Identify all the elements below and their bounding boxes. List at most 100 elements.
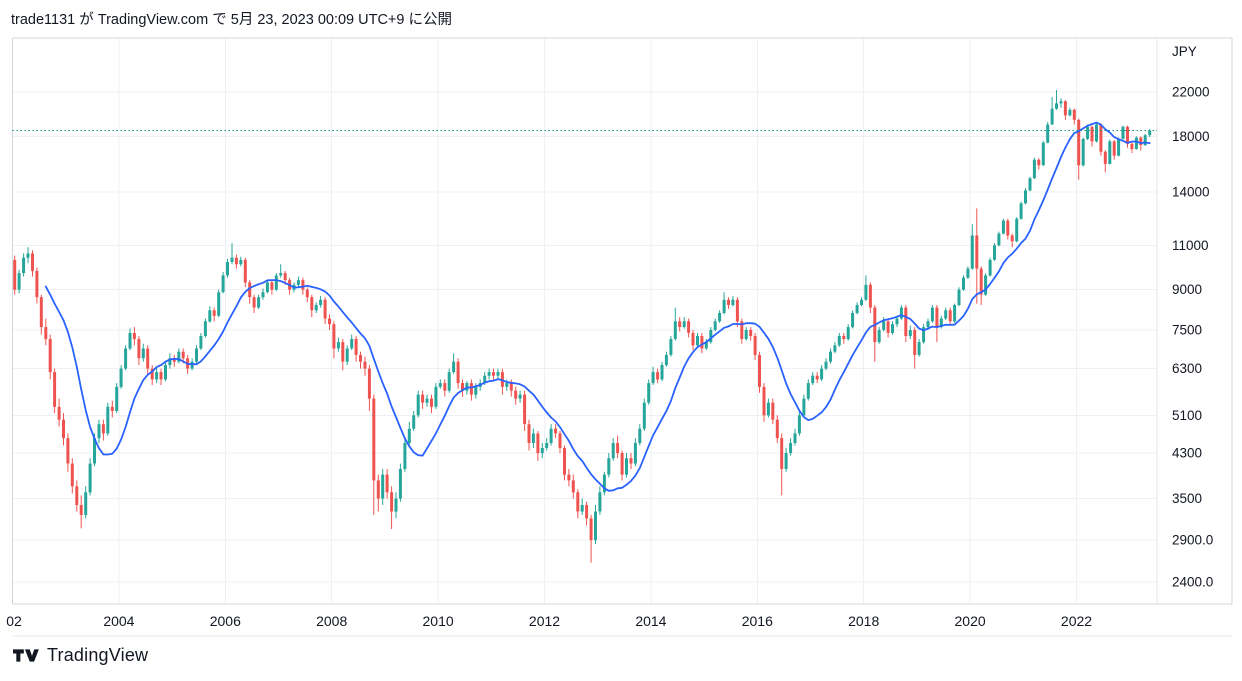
candle <box>979 266 983 305</box>
candle <box>350 334 354 351</box>
candle <box>855 302 859 315</box>
candle <box>864 275 868 301</box>
candle <box>886 318 890 338</box>
candle <box>1037 158 1041 170</box>
candle <box>908 325 912 339</box>
candle <box>381 469 385 505</box>
candle <box>128 328 132 351</box>
x-axis[interactable]: 02 2004 2006 2008 2010 2012 2014 2016 2018 2020 20… <box>6 613 1092 629</box>
candle <box>775 415 779 443</box>
candle <box>611 438 615 461</box>
candle <box>13 255 17 295</box>
candle <box>824 358 828 371</box>
tradingview-logo-icon[interactable] <box>13 648 39 663</box>
candle <box>434 383 438 409</box>
candle <box>802 394 806 418</box>
grid <box>12 38 1157 604</box>
candle <box>1143 134 1147 146</box>
candle <box>341 339 345 371</box>
candle <box>873 305 877 362</box>
candle <box>1134 136 1138 150</box>
candle <box>740 318 744 344</box>
candle <box>531 428 535 448</box>
candle <box>44 318 48 346</box>
candle <box>851 310 855 329</box>
candle <box>602 471 606 496</box>
x-axis-tick-label: 2004 <box>103 613 134 629</box>
candle <box>647 379 651 405</box>
candle <box>230 243 234 265</box>
candle <box>598 486 602 515</box>
candle <box>651 366 655 385</box>
candle <box>345 345 349 366</box>
candle <box>115 383 119 414</box>
candle <box>1010 233 1014 248</box>
candle <box>1130 142 1134 153</box>
candle <box>124 345 128 371</box>
candle <box>762 383 766 422</box>
candle <box>1028 176 1032 192</box>
candle <box>208 306 212 323</box>
candle <box>744 327 748 341</box>
candle <box>877 327 881 344</box>
candle <box>660 361 664 382</box>
candle <box>793 428 797 446</box>
candle <box>829 348 832 364</box>
candle <box>159 368 163 385</box>
candle <box>226 258 229 278</box>
candle <box>1121 125 1125 140</box>
candle <box>119 365 123 389</box>
y-axis-tick-label: 7500 <box>1172 323 1202 338</box>
candle <box>106 402 110 436</box>
candle <box>797 411 801 436</box>
candle <box>1041 140 1045 166</box>
candle <box>1112 140 1116 160</box>
candle <box>691 330 695 351</box>
candle <box>616 435 620 459</box>
candle <box>678 317 682 332</box>
candle <box>891 321 894 335</box>
candle <box>1024 188 1027 205</box>
candle <box>806 379 810 401</box>
y-axis-tick-label: 22000 <box>1172 85 1210 100</box>
candle <box>354 336 358 362</box>
candle <box>1099 123 1103 156</box>
candle <box>1068 107 1072 117</box>
candle <box>452 353 456 374</box>
publish-title: trade1131 が TradingView.com で 5月 23, 202… <box>11 11 452 28</box>
candle <box>784 448 788 472</box>
candle <box>673 307 677 341</box>
candle <box>718 310 722 323</box>
x-axis-tick-label: 2010 <box>423 613 454 629</box>
candle <box>172 355 176 367</box>
candle <box>438 379 442 389</box>
candle <box>412 411 416 431</box>
candle <box>461 379 464 397</box>
candle <box>1072 108 1076 125</box>
candle <box>385 469 389 499</box>
candle <box>1077 118 1081 180</box>
candle <box>101 419 105 441</box>
candle <box>549 424 553 446</box>
y-axis[interactable]: JPY 22000 18000 14000 11000 9000 7500 6300 5100 4… <box>1172 44 1213 590</box>
candle <box>430 394 433 414</box>
candle <box>607 453 611 478</box>
candle <box>642 398 646 431</box>
candle <box>811 372 815 385</box>
x-axis-tick-label: 2016 <box>742 613 773 629</box>
candle <box>456 358 460 389</box>
candle <box>62 413 65 446</box>
candle <box>620 450 624 481</box>
tradingview-logo-text[interactable]: TradingView <box>47 645 149 665</box>
candle <box>735 297 739 328</box>
y-axis-tick-label: 2400.0 <box>1172 575 1213 590</box>
candle <box>904 305 908 343</box>
candle <box>523 390 527 431</box>
candle <box>398 463 402 502</box>
candle <box>199 333 203 351</box>
candle <box>314 302 318 313</box>
candle <box>709 327 713 344</box>
candle <box>1046 122 1050 144</box>
